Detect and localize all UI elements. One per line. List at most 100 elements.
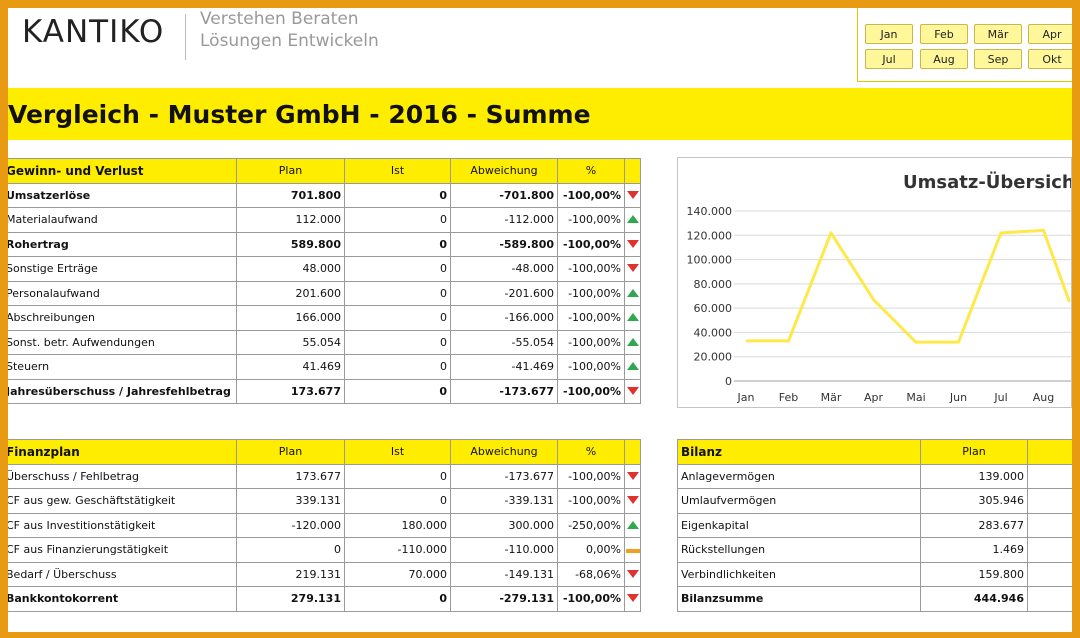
cell-plan[interactable]: 139.000 xyxy=(920,463,1028,489)
cell-plan[interactable]: 0 xyxy=(236,537,345,563)
cell-ist[interactable]: 70.000 xyxy=(344,561,451,587)
cell-plan[interactable]: 159.800 xyxy=(920,561,1028,587)
cell-ist[interactable]: 0 xyxy=(344,329,451,355)
cell-ist[interactable]: 0 xyxy=(344,378,451,404)
cell-empty[interactable] xyxy=(1027,488,1073,514)
cell-plan[interactable]: 112.000 xyxy=(236,207,345,233)
row-label[interactable]: CF aus Investitionstätigkeit xyxy=(2,512,237,538)
cell-plan[interactable]: 219.131 xyxy=(236,561,345,587)
cell-percent[interactable]: -100,00% xyxy=(557,280,625,306)
cell-ist[interactable]: 0 xyxy=(344,586,451,612)
cell-percent[interactable]: -100,00% xyxy=(557,256,625,282)
cell-percent[interactable]: -68,06% xyxy=(557,561,625,587)
month-button-apr[interactable]: Apr xyxy=(1028,24,1076,44)
cell-percent[interactable]: -100,00% xyxy=(557,488,625,514)
cell-plan[interactable]: 305.946 xyxy=(920,488,1028,514)
cell-ist[interactable]: 0 xyxy=(344,256,451,282)
cell-plan[interactable]: 1.469 xyxy=(920,537,1028,563)
cell-percent[interactable]: -100,00% xyxy=(557,231,625,257)
cell-plan[interactable]: 173.677 xyxy=(236,463,345,489)
cell-abweichung[interactable]: -701.800 xyxy=(450,182,558,208)
cell-abweichung[interactable]: -589.800 xyxy=(450,231,558,257)
cell-percent[interactable]: -100,00% xyxy=(557,207,625,233)
cell-empty[interactable] xyxy=(1027,463,1073,489)
cell-plan[interactable]: 55.054 xyxy=(236,329,345,355)
row-label[interactable]: Umsatzerlöse xyxy=(2,182,237,208)
cell-empty[interactable] xyxy=(1027,561,1073,587)
row-label[interactable]: Rohertrag xyxy=(2,231,237,257)
cell-abweichung[interactable]: -41.469 xyxy=(450,354,558,380)
cell-abweichung[interactable]: -201.600 xyxy=(450,280,558,306)
cell-abweichung[interactable]: -279.131 xyxy=(450,586,558,612)
cell-plan[interactable]: 283.677 xyxy=(920,512,1028,538)
row-label[interactable]: Abschreibungen xyxy=(2,305,237,331)
cell-plan[interactable]: 589.800 xyxy=(236,231,345,257)
cell-abweichung[interactable]: -339.131 xyxy=(450,488,558,514)
month-button-okt[interactable]: Okt xyxy=(1028,49,1076,69)
cell-percent[interactable]: -100,00% xyxy=(557,305,625,331)
row-label[interactable]: CF aus Finanzierungstätigkeit xyxy=(2,537,237,563)
cell-ist[interactable]: 0 xyxy=(344,207,451,233)
month-button-feb[interactable]: Feb xyxy=(920,24,968,44)
row-label[interactable]: Bilanzsumme xyxy=(677,586,921,612)
cell-empty[interactable] xyxy=(1027,512,1073,538)
cell-abweichung[interactable]: -112.000 xyxy=(450,207,558,233)
row-label[interactable]: Sonst. betr. Aufwendungen xyxy=(2,329,237,355)
cell-ist[interactable]: 180.000 xyxy=(344,512,451,538)
row-label[interactable]: Anlagevermögen xyxy=(677,463,921,489)
cell-plan[interactable]: -120.000 xyxy=(236,512,345,538)
row-label[interactable]: Verbindlichkeiten xyxy=(677,561,921,587)
row-label[interactable]: Bedarf / Überschuss xyxy=(2,561,237,587)
month-button-aug[interactable]: Aug xyxy=(920,49,968,69)
row-label[interactable]: Überschuss / Fehlbetrag xyxy=(2,463,237,489)
row-label[interactable]: Sonstige Erträge xyxy=(2,256,237,282)
row-label[interactable]: Rückstellungen xyxy=(677,537,921,563)
row-label[interactable]: Jahresüberschuss / Jahresfehlbetrag xyxy=(2,378,237,404)
cell-ist[interactable]: 0 xyxy=(344,463,451,489)
cell-percent[interactable]: -100,00% xyxy=(557,182,625,208)
cell-plan[interactable]: 201.600 xyxy=(236,280,345,306)
month-button-jul[interactable]: Jul xyxy=(865,49,913,69)
cell-percent[interactable]: -100,00% xyxy=(557,378,625,404)
cell-ist[interactable]: 0 xyxy=(344,305,451,331)
cell-abweichung[interactable]: -48.000 xyxy=(450,256,558,282)
cell-empty[interactable] xyxy=(1027,537,1073,563)
row-label[interactable]: Steuern xyxy=(2,354,237,380)
cell-plan[interactable]: 701.800 xyxy=(236,182,345,208)
cell-abweichung[interactable]: -149.131 xyxy=(450,561,558,587)
cell-abweichung[interactable]: -173.677 xyxy=(450,463,558,489)
cell-abweichung[interactable]: 300.000 xyxy=(450,512,558,538)
cell-ist[interactable]: 0 xyxy=(344,280,451,306)
cell-percent[interactable]: -100,00% xyxy=(557,586,625,612)
cell-ist[interactable]: 0 xyxy=(344,231,451,257)
cell-plan[interactable]: 166.000 xyxy=(236,305,345,331)
row-label[interactable]: Bankkontokorrent xyxy=(2,586,237,612)
cell-plan[interactable]: 41.469 xyxy=(236,354,345,380)
row-label[interactable]: Eigenkapital xyxy=(677,512,921,538)
cell-ist[interactable]: 0 xyxy=(344,354,451,380)
cell-plan[interactable]: 48.000 xyxy=(236,256,345,282)
cell-ist[interactable]: -110.000 xyxy=(344,537,451,563)
cell-percent[interactable]: -250,00% xyxy=(557,512,625,538)
row-label[interactable]: CF aus gew. Geschäftstätigkeit xyxy=(2,488,237,514)
cell-abweichung[interactable]: -173.677 xyxy=(450,378,558,404)
month-button-sep[interactable]: Sep xyxy=(974,49,1022,69)
row-label[interactable]: Umlaufvermögen xyxy=(677,488,921,514)
cell-empty[interactable] xyxy=(1027,586,1073,612)
cell-plan[interactable]: 279.131 xyxy=(236,586,345,612)
cell-ist[interactable]: 0 xyxy=(344,182,451,208)
cell-abweichung[interactable]: -166.000 xyxy=(450,305,558,331)
cell-percent[interactable]: -100,00% xyxy=(557,329,625,355)
row-label[interactable]: Personalaufwand xyxy=(2,280,237,306)
cell-plan[interactable]: 173.677 xyxy=(236,378,345,404)
row-label[interactable]: Materialaufwand xyxy=(2,207,237,233)
cell-percent[interactable]: -100,00% xyxy=(557,463,625,489)
cell-plan[interactable]: 339.131 xyxy=(236,488,345,514)
cell-percent[interactable]: -100,00% xyxy=(557,354,625,380)
cell-abweichung[interactable]: -55.054 xyxy=(450,329,558,355)
cell-abweichung[interactable]: -110.000 xyxy=(450,537,558,563)
cell-plan[interactable]: 444.946 xyxy=(920,586,1028,612)
month-button-mar[interactable]: Mär xyxy=(974,24,1022,44)
cell-ist[interactable]: 0 xyxy=(344,488,451,514)
cell-percent[interactable]: 0,00% xyxy=(557,537,625,563)
